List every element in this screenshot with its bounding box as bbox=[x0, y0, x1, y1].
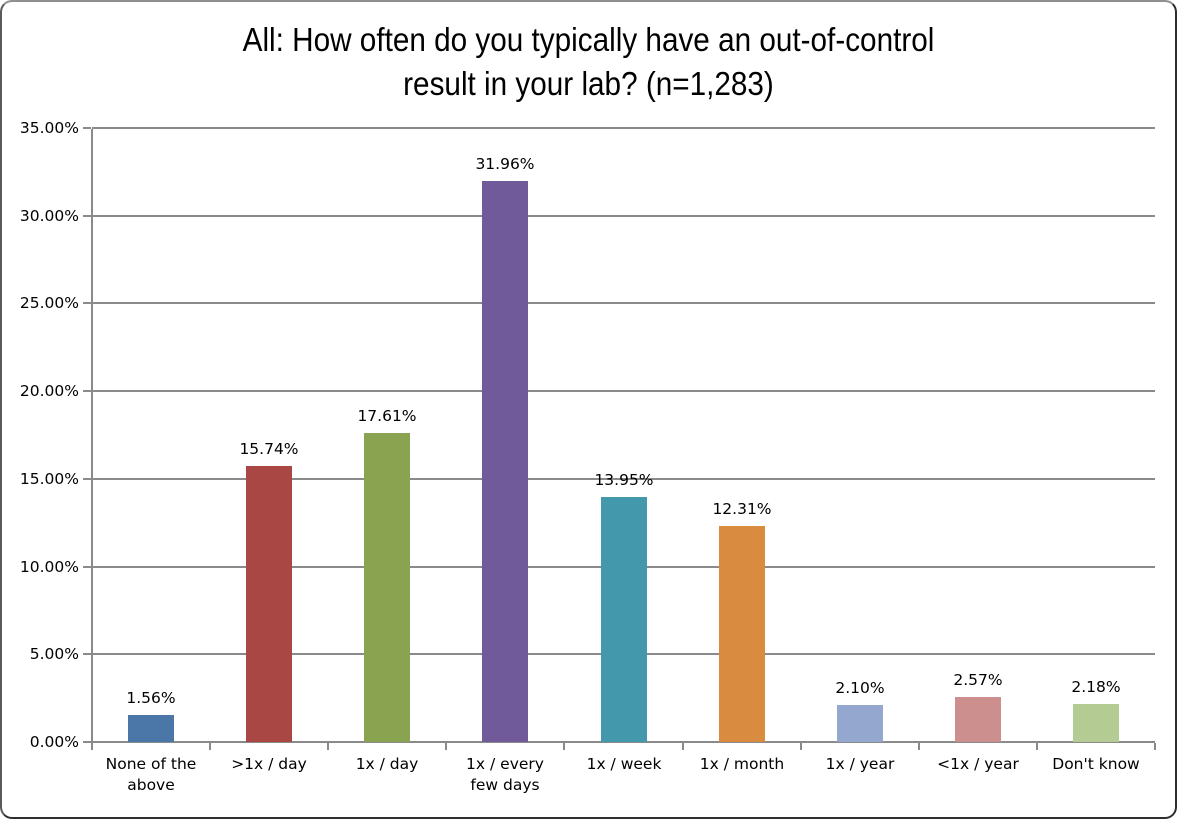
x-axis-tick bbox=[682, 743, 684, 750]
bar bbox=[719, 526, 765, 742]
x-axis-category-label: >1x / day bbox=[231, 755, 307, 773]
x-axis-category-label: None of the above bbox=[105, 755, 197, 794]
y-axis-label: 25.00% bbox=[19, 294, 79, 312]
bar-value-label: 2.57% bbox=[953, 671, 1003, 689]
bar-value-label: 31.96% bbox=[475, 155, 535, 173]
y-axis-label: 5.00% bbox=[29, 645, 79, 663]
x-axis-line bbox=[92, 741, 1155, 743]
y-axis-label: 35.00% bbox=[19, 119, 79, 137]
bar-value-label: 2.10% bbox=[835, 679, 885, 697]
x-axis-tick bbox=[327, 743, 329, 750]
x-axis-tick bbox=[91, 743, 93, 750]
y-axis-label: 30.00% bbox=[19, 207, 79, 225]
bar bbox=[246, 466, 292, 742]
chart-title-line-1: All: How often do you typically have an … bbox=[242, 21, 935, 58]
x-axis-tick bbox=[800, 743, 802, 750]
bar bbox=[955, 697, 1001, 742]
x-axis-category-label: 1x / every few days bbox=[466, 755, 544, 794]
y-axis-label: 0.00% bbox=[29, 733, 79, 751]
y-axis-label: 15.00% bbox=[19, 470, 79, 488]
y-gridline bbox=[92, 478, 1155, 480]
bar-value-label: 13.95% bbox=[594, 471, 654, 489]
y-axis-label: 20.00% bbox=[19, 382, 79, 400]
bar-value-label: 17.61% bbox=[357, 407, 417, 425]
y-axis-tick bbox=[83, 478, 91, 480]
x-axis-tick bbox=[918, 743, 920, 750]
x-axis-category-label: 1x / year bbox=[825, 755, 895, 773]
y-gridline bbox=[92, 127, 1155, 129]
y-axis-tick bbox=[83, 127, 91, 129]
y-axis-tick bbox=[83, 653, 91, 655]
x-axis-category-label: 1x / month bbox=[699, 755, 785, 773]
x-axis-category-label: 1x / day bbox=[355, 755, 419, 773]
bar bbox=[1073, 704, 1119, 742]
y-axis-tick bbox=[83, 390, 91, 392]
x-axis-tick bbox=[209, 743, 211, 750]
x-axis-category-label: Don't know bbox=[1052, 755, 1140, 773]
x-axis-category-label: 1x / week bbox=[586, 755, 662, 773]
bar bbox=[601, 497, 647, 742]
y-gridline bbox=[92, 215, 1155, 217]
bar-value-label: 2.18% bbox=[1071, 678, 1121, 696]
y-axis-label: 10.00% bbox=[19, 558, 79, 576]
x-axis-tick bbox=[1036, 743, 1038, 750]
y-gridline bbox=[92, 390, 1155, 392]
y-axis-tick bbox=[83, 302, 91, 304]
y-axis-tick bbox=[83, 566, 91, 568]
y-gridline bbox=[92, 302, 1155, 304]
bar bbox=[128, 715, 174, 742]
y-axis-tick bbox=[83, 741, 91, 743]
bar-value-label: 12.31% bbox=[712, 500, 772, 518]
bar bbox=[482, 181, 528, 742]
bar-value-label: 1.56% bbox=[126, 689, 176, 707]
bar bbox=[837, 705, 883, 742]
bar bbox=[364, 433, 410, 742]
x-axis-tick bbox=[563, 743, 565, 750]
y-axis-line bbox=[91, 129, 93, 744]
chart-title-line-2: result in your lab? (n=1,283) bbox=[403, 65, 774, 102]
chart-title: All: How often do you typically have an … bbox=[61, 18, 1117, 106]
y-axis-tick bbox=[83, 215, 91, 217]
x-axis-tick bbox=[445, 743, 447, 750]
x-axis-tick bbox=[1154, 743, 1156, 750]
bar-value-label: 15.74% bbox=[239, 440, 299, 458]
x-axis-category-label: <1x / year bbox=[937, 755, 1019, 773]
